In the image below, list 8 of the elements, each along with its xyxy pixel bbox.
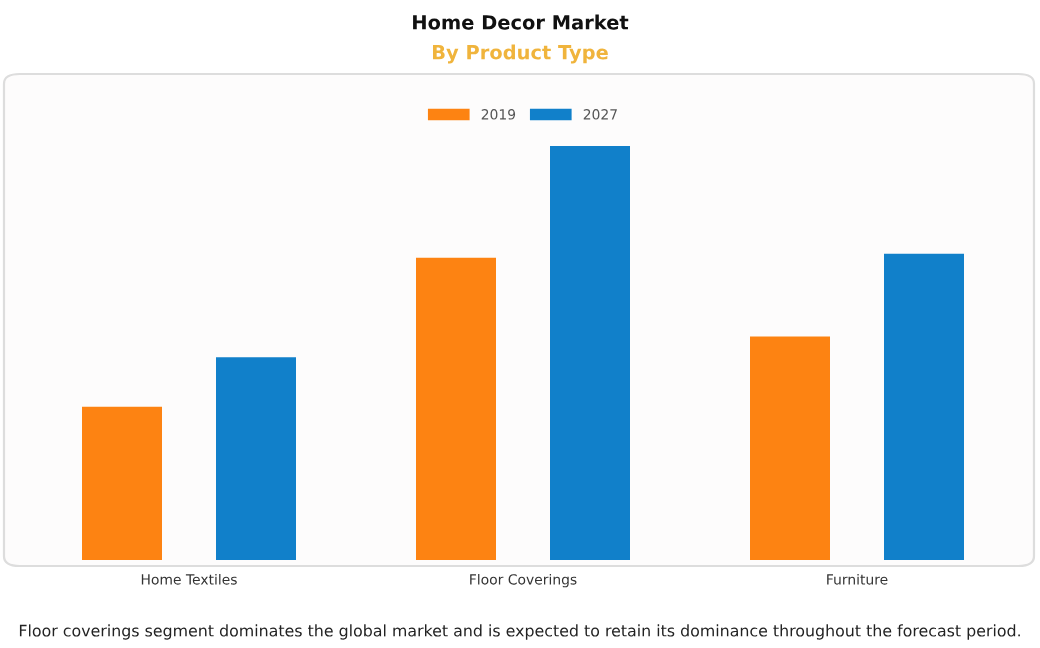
bar (884, 253, 964, 560)
bar (416, 257, 496, 560)
chart-subtitle: By Product Type (433, 44, 608, 64)
bar (750, 336, 830, 560)
bar (216, 357, 296, 560)
bar (82, 406, 162, 560)
chart-title: Home Decor Market (413, 14, 629, 30)
bar (550, 146, 630, 560)
